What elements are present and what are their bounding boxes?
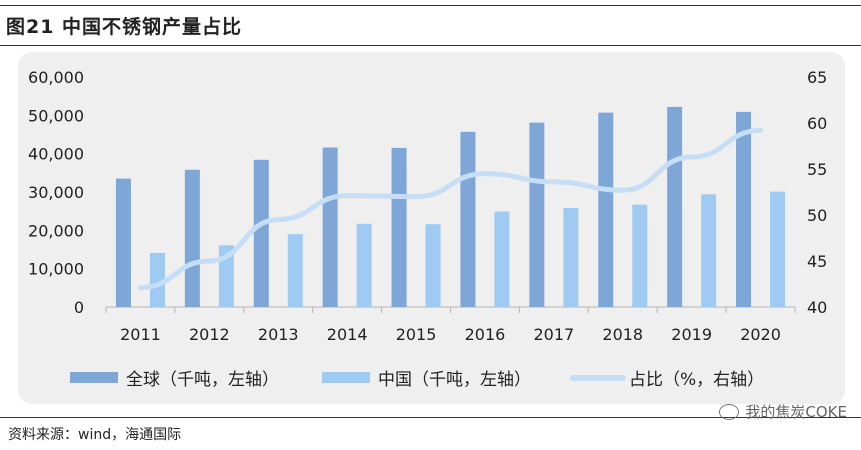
share-line: [137, 127, 764, 291]
legend-swatch: [70, 372, 118, 383]
x-tick-label: 2017: [533, 325, 574, 344]
x-tick-label: 2012: [189, 325, 230, 344]
bar-china: [494, 211, 510, 307]
legend-label: 中国（千吨，左轴）: [378, 370, 531, 390]
y-left-tick-label: 20,000: [28, 221, 84, 240]
y-right-tick-label: 45: [807, 252, 827, 271]
title-rule: [0, 45, 861, 46]
legend-swatch: [322, 372, 370, 383]
bar-global: [391, 147, 407, 307]
top-rule: [0, 5, 861, 6]
bar-china: [425, 224, 441, 307]
y-left-tick-label: 30,000: [28, 183, 84, 202]
bar-china: [770, 191, 786, 307]
bar-global: [460, 131, 476, 307]
x-tick-label: 2014: [327, 325, 368, 344]
y-left-tick-label: 40,000: [28, 145, 84, 164]
footer-rule: [0, 417, 861, 418]
x-tick-label: 2011: [120, 325, 161, 344]
figure-title: 图21 中国不锈钢产量占比: [6, 16, 243, 38]
legend-label: 全球（千吨，左轴）: [126, 370, 279, 390]
bar-china: [563, 208, 579, 307]
y-right-tick-label: 55: [807, 160, 827, 179]
bar-global: [253, 159, 269, 307]
legend-label: 占比（%，右轴）: [629, 370, 764, 390]
x-tick-label: 2020: [740, 325, 781, 344]
y-right-tick-label: 50: [807, 206, 827, 225]
x-tick-label: 2019: [671, 325, 712, 344]
y-left-tick-label: 10,000: [28, 260, 84, 279]
bar-china: [632, 204, 648, 307]
x-tick-label: 2013: [258, 325, 299, 344]
y-left-tick-label: 60,000: [28, 68, 84, 87]
bar-global: [322, 147, 338, 307]
bar-global: [667, 106, 683, 308]
bar-global: [736, 111, 752, 307]
bar-global: [529, 122, 545, 307]
bar-china: [701, 194, 717, 307]
source-note: 资料来源：wind，海通国际: [8, 427, 182, 443]
y-right-tick-label: 65: [807, 68, 827, 87]
watermark: 我的焦炭COKE: [719, 401, 847, 422]
x-tick-label: 2018: [602, 325, 643, 344]
y-right-tick-label: 40: [807, 298, 827, 317]
y-left-tick-label: 0: [74, 298, 84, 317]
bar-china: [149, 252, 165, 307]
bar-global: [598, 112, 614, 308]
x-tick-label: 2016: [465, 325, 506, 344]
y-right-tick-label: 60: [807, 114, 827, 133]
watermark-text: 我的焦炭COKE: [745, 403, 847, 421]
wechat-icon: [719, 403, 740, 420]
x-tick-label: 2015: [396, 325, 437, 344]
bar-global: [115, 178, 131, 307]
bar-global: [184, 169, 200, 307]
bar-china: [356, 223, 372, 307]
y-left-tick-label: 50,000: [28, 106, 84, 125]
bar-china: [287, 234, 303, 307]
